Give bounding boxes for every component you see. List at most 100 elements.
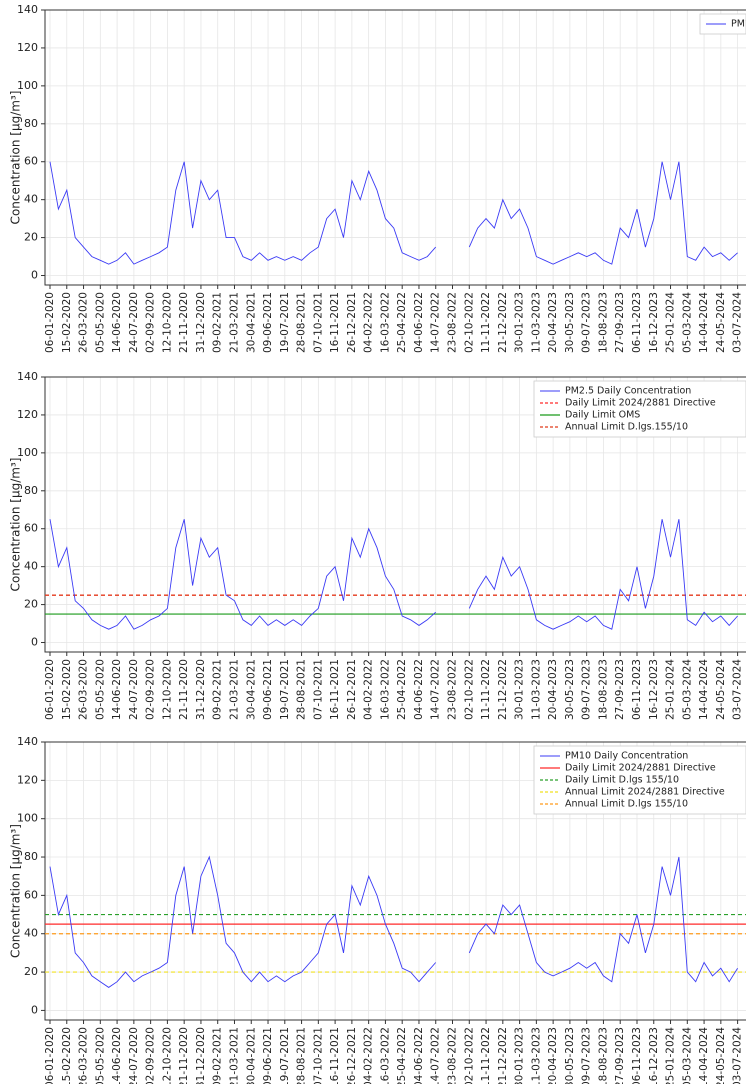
- y-tick-label: 100: [17, 79, 38, 92]
- y-axis-label: Concentration [µg/m³]: [9, 458, 23, 592]
- x-tick-label: 31-12-2020: [195, 292, 207, 353]
- x-tick-label: 02-10-2022: [463, 1027, 475, 1084]
- x-tick-label: 21-11-2020: [178, 1027, 190, 1084]
- x-tick-label: 18-08-2023: [597, 292, 609, 353]
- x-tick-label: 24-05-2024: [715, 292, 727, 353]
- x-tick-label: 30-05-2023: [564, 1027, 576, 1084]
- legend-label: Annual Limit 2024/2881 Directive: [565, 787, 725, 798]
- y-tick-label: 60: [24, 888, 38, 901]
- legend-box: [533, 380, 746, 438]
- x-tick-label: 25-01-2024: [665, 1027, 677, 1084]
- x-tick-label: 24-07-2020: [128, 659, 140, 720]
- x-tick-label: 30-01-2023: [514, 1027, 526, 1084]
- x-tick-label: 05-05-2020: [94, 292, 106, 353]
- chart: 0 20 40 60 80 100 120 140 06-01-2020 15-02-2020 26…: [9, 735, 746, 1084]
- x-tick-label: 14-07-2022: [430, 659, 442, 720]
- x-tick-label: 26-12-2021: [346, 292, 358, 353]
- x-tick-label: 04-02-2022: [363, 292, 375, 353]
- x-tick-label: 03-07-2024: [732, 659, 744, 720]
- x-tick-label: 05-03-2024: [681, 1027, 693, 1084]
- x-tick-label: 15-02-2020: [61, 1027, 73, 1084]
- x-tick-label: 19-07-2021: [279, 1027, 291, 1084]
- legend-label: Daily Limit OMS: [565, 410, 640, 421]
- y-tick-label: 40: [24, 560, 38, 573]
- x-tick-label: 16-11-2021: [329, 1027, 341, 1084]
- x-tick-label: 02-10-2022: [463, 292, 475, 353]
- x-tick-label: 04-06-2022: [413, 1027, 425, 1084]
- x-tick-label: 06-01-2020: [44, 292, 56, 353]
- series-line: [468, 161, 738, 265]
- x-tick-label: 16-03-2022: [379, 1027, 391, 1084]
- x-tick-label: 05-05-2020: [94, 659, 106, 720]
- x-tick-label: 06-11-2023: [631, 1027, 643, 1084]
- chart: 0 20 40 60 80 100 120 140 06-01-2020 15-02-2020 26…: [9, 3, 746, 353]
- y-axis-label: Concentration [µg/m³]: [9, 91, 23, 225]
- y-tick-label: 0: [31, 636, 38, 649]
- x-tick-label: 11-11-2022: [480, 659, 492, 720]
- y-tick-label: 100: [17, 446, 38, 459]
- x-tick-label: 12-10-2020: [161, 292, 173, 353]
- x-tick-label: 16-11-2021: [329, 659, 341, 720]
- y-axis-label: Concentration [µg/m³]: [9, 824, 23, 958]
- x-tick-label: 19-07-2021: [279, 659, 291, 720]
- legend-label: Annual Limit D.lgs.155/10: [565, 422, 688, 433]
- x-tick-label: 31-12-2020: [195, 1027, 207, 1084]
- x-tick-label: 24-07-2020: [128, 292, 140, 353]
- y-tick-label: 20: [24, 598, 38, 611]
- x-tick-label: 23-08-2022: [447, 1027, 459, 1084]
- x-tick-label: 28-08-2021: [296, 659, 308, 720]
- x-tick-label: 20-04-2023: [547, 659, 559, 720]
- y-tick-label: 120: [17, 773, 38, 786]
- legend-label: PM2.5 Daily Concentration: [565, 386, 691, 397]
- x-tick-label: 30-04-2021: [245, 659, 257, 720]
- x-tick-label: 16-12-2023: [648, 659, 660, 720]
- x-tick-label: 26-12-2021: [346, 1027, 358, 1084]
- y-tick-label: 140: [17, 370, 38, 383]
- x-tick-label: 14-06-2020: [111, 1027, 123, 1084]
- x-tick-label: 04-06-2022: [413, 292, 425, 353]
- y-tick-label: 100: [17, 812, 38, 825]
- x-tick-label: 30-01-2023: [514, 659, 526, 720]
- x-tick-label: 30-05-2023: [564, 292, 576, 353]
- x-tick-label: 25-04-2022: [396, 1027, 408, 1084]
- x-tick-label: 03-07-2024: [732, 1027, 744, 1084]
- x-tick-label: 30-04-2021: [245, 1027, 257, 1084]
- x-tick-label: 19-07-2021: [279, 292, 291, 353]
- x-tick-label: 11-03-2023: [530, 292, 542, 353]
- series-line: [468, 856, 738, 983]
- plot-area: [45, 519, 746, 630]
- x-tick-label: 14-04-2024: [698, 1027, 710, 1084]
- x-tick-label: 27-09-2023: [614, 1027, 626, 1084]
- x-tick-label: 11-11-2022: [480, 1027, 492, 1084]
- series-line: [468, 519, 738, 630]
- y-tick-label: 20: [24, 231, 38, 244]
- x-tick-label: 02-09-2020: [145, 1027, 157, 1084]
- x-tick-label: 02-09-2020: [145, 659, 157, 720]
- x-tick-label: 14-04-2024: [698, 659, 710, 720]
- chart: 0 20 40 60 80 100 120 140 06-01-2020 15-02-2020 26…: [9, 370, 746, 720]
- plot-area: [49, 161, 738, 265]
- x-tick-label: 21-03-2021: [228, 1027, 240, 1084]
- x-tick-label: 07-10-2021: [312, 1027, 324, 1084]
- x-tick-label: 09-07-2023: [581, 292, 593, 353]
- x-tick-label: 30-05-2023: [564, 659, 576, 720]
- x-tick-label: 30-01-2023: [514, 292, 526, 353]
- y-tick-label: 60: [24, 522, 38, 535]
- x-tick-label: 05-03-2024: [681, 292, 693, 353]
- x-tick-label: 11-11-2022: [480, 292, 492, 353]
- y-tick-label: 80: [24, 117, 38, 130]
- x-tick-label: 21-03-2021: [228, 292, 240, 353]
- x-tick-label: 18-08-2023: [597, 659, 609, 720]
- x-tick-label: 06-01-2020: [44, 1027, 56, 1084]
- x-tick-label: 28-08-2021: [296, 292, 308, 353]
- x-tick-label: 31-12-2020: [195, 659, 207, 720]
- legend-label: Daily Limit 2024/2881 Directive: [565, 398, 716, 409]
- x-tick-label: 09-07-2023: [581, 1027, 593, 1084]
- x-tick-label: 02-10-2022: [463, 659, 475, 720]
- x-tick-label: 09-06-2021: [262, 659, 274, 720]
- y-tick-label: 80: [24, 484, 38, 497]
- y-tick-label: 0: [31, 269, 38, 282]
